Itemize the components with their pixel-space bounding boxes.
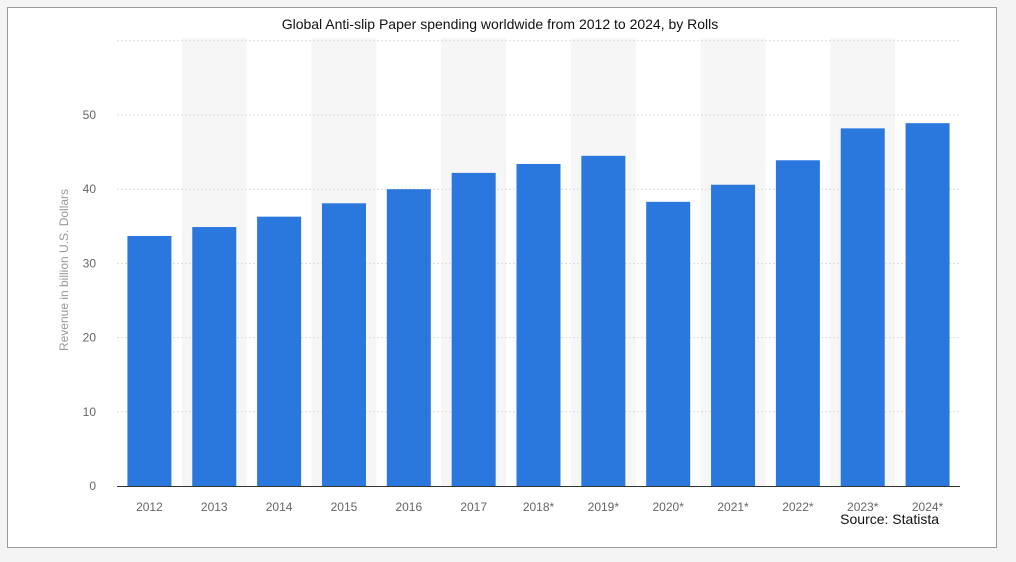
x-tick-label: 2017	[460, 500, 487, 514]
bar-2019[interactable]	[581, 155, 626, 486]
y-tick-label: 20	[83, 331, 97, 345]
x-tick-label: 2023*	[847, 500, 879, 514]
x-tick-label: 2015	[331, 500, 358, 514]
bar-2013[interactable]	[192, 227, 237, 487]
chart-frame: 0 10 20 30 40 50 2012 2013 2014 2015 2016 2017 2018…	[7, 7, 997, 548]
y-tick-label: 50	[83, 108, 97, 122]
y-tick-label: 30	[83, 256, 97, 270]
y-tick-label: 10	[83, 405, 97, 419]
x-tick-label: 2013	[201, 500, 228, 514]
bar-series	[127, 123, 950, 487]
y-tick-label: 0	[89, 479, 96, 493]
bar-2016[interactable]	[386, 189, 431, 486]
x-tick-label: 2012	[136, 500, 163, 514]
source-label: Source: Statista	[840, 511, 939, 527]
bar-2023[interactable]	[840, 128, 885, 486]
bar-2020[interactable]	[646, 201, 691, 486]
x-tick-label: 2022*	[782, 500, 814, 514]
bar-2024[interactable]	[905, 123, 950, 487]
x-tick-label: 2024*	[912, 500, 944, 514]
y-axis-label: Revenue in billion U.S. Dollars	[57, 189, 71, 351]
y-axis-ticks: 0 10 20 30 40 50	[83, 108, 97, 493]
bar-2018[interactable]	[516, 163, 561, 487]
bar-2017[interactable]	[451, 172, 496, 486]
y-tick-label: 40	[83, 182, 97, 196]
bar-chart: 0 10 20 30 40 50 2012 2013 2014 2015 2016 2017 2018…	[57, 16, 960, 527]
bar-2014[interactable]	[257, 216, 302, 487]
bar-2012[interactable]	[127, 235, 172, 486]
x-tick-label: 2014	[266, 500, 293, 514]
x-tick-label: 2018*	[523, 500, 555, 514]
x-axis-ticks: 2012 2013 2014 2015 2016 2017 2018* 2019* 2020* 2…	[136, 500, 944, 514]
bar-2015[interactable]	[321, 203, 366, 486]
x-tick-label: 2019*	[588, 500, 620, 514]
bar-2022[interactable]	[775, 160, 820, 486]
x-tick-label: 2016	[395, 500, 422, 514]
chart-title: Global Anti-slip Paper spending worldwid…	[282, 16, 719, 32]
bar-2021[interactable]	[711, 184, 756, 487]
x-tick-label: 2020*	[653, 500, 685, 514]
x-tick-label: 2021*	[717, 500, 749, 514]
